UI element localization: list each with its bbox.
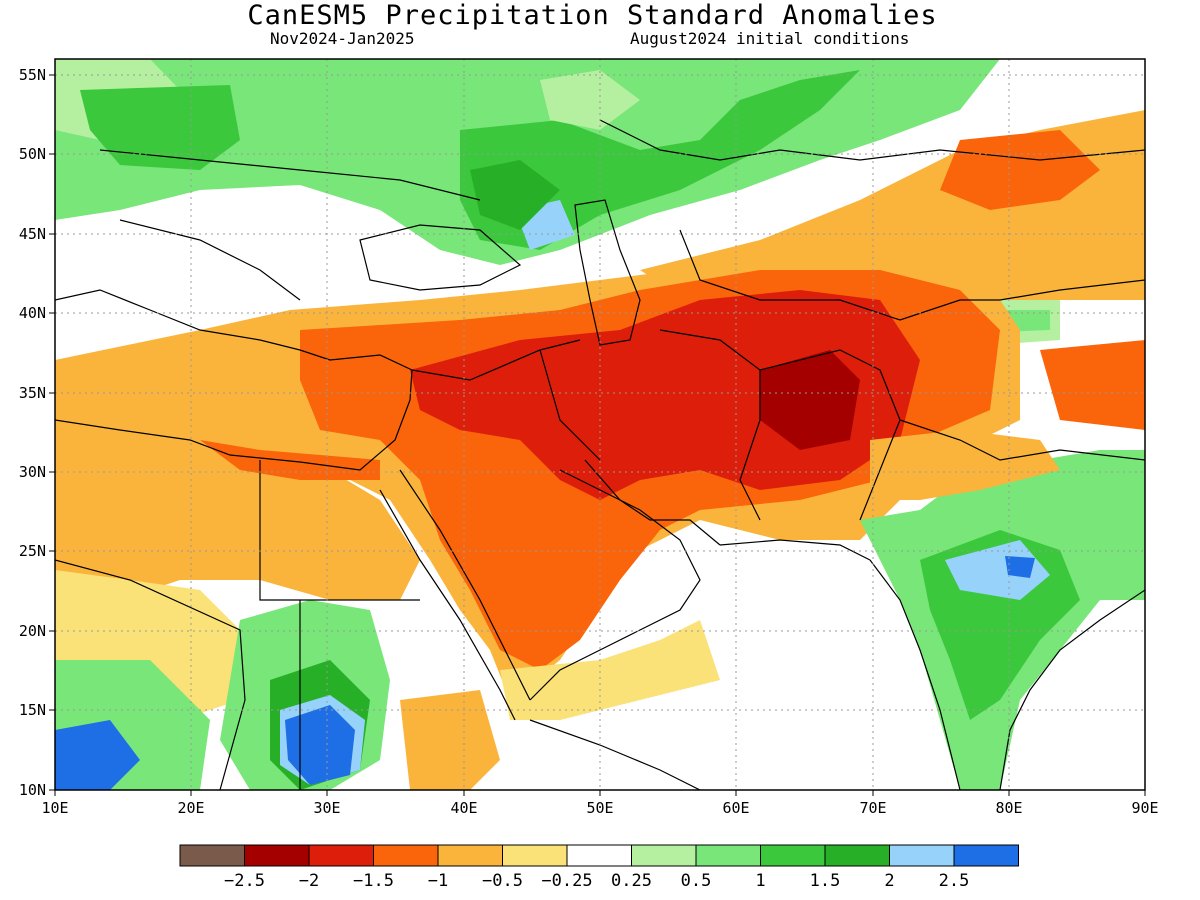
legend-swatch [760, 844, 826, 867]
wet-region-poland [80, 85, 240, 170]
wet-region-india-light [945, 540, 1050, 600]
legend-label: 2.5 [939, 871, 970, 891]
dry-region-tibet [1040, 340, 1145, 430]
legend-swatch [373, 844, 439, 867]
lat-label: 15N [19, 701, 46, 719]
legend-swatch [953, 844, 1019, 867]
lat-label: 55N [19, 66, 46, 84]
initial-conditions: August2024 initial conditions [630, 29, 910, 48]
legend-label: 1.5 [810, 871, 841, 891]
legend-swatch [631, 844, 697, 867]
legend-label: 1 [755, 871, 765, 891]
legend-label: −2.5 [224, 871, 265, 891]
color-legend-labels: −2.5 −2 −1.5 −1 −0.5 −0.25 0.25 0.5 1 1.5 2 2.5 [224, 871, 969, 891]
dry-region-mongolia [940, 130, 1100, 210]
legend-swatch [244, 844, 310, 867]
lon-label: 50E [586, 799, 613, 817]
legend-label: 0.5 [681, 871, 712, 891]
dry-region-afghanistan [760, 350, 860, 450]
legend-swatch [308, 844, 374, 867]
lat-label: 10N [19, 781, 46, 799]
forecast-period: Nov2024-Jan2025 [270, 29, 415, 48]
dry-region-yemen [500, 620, 720, 720]
lon-label: 20E [177, 799, 204, 817]
legend-swatch [502, 844, 568, 867]
legend-label: −1.5 [353, 871, 394, 891]
dry-region-libya [200, 440, 380, 480]
lon-label: 90E [1131, 799, 1158, 817]
legend-label: 2 [884, 871, 894, 891]
lat-label: 35N [19, 384, 46, 402]
lat-label: 45N [19, 225, 46, 243]
wet-region-india-max [1005, 556, 1035, 578]
dry-region-ethiopia [400, 690, 500, 790]
lon-label: 80E [995, 799, 1022, 817]
lat-label: 30N [19, 463, 46, 481]
legend-swatch [179, 844, 245, 867]
legend-swatch [695, 844, 761, 867]
legend-label: −1 [428, 871, 448, 891]
legend-swatch [889, 844, 955, 867]
wet-region-volga-core [470, 160, 560, 230]
lat-label: 25N [19, 542, 46, 560]
lon-label: 70E [859, 799, 886, 817]
legend-swatch [566, 844, 632, 867]
wet-region-ukraine [540, 70, 640, 130]
lon-label: 40E [450, 799, 477, 817]
legend-label: −0.5 [482, 871, 523, 891]
lat-label: 50N [19, 145, 46, 163]
dry-region-iran-iraq [410, 290, 920, 500]
latitude-axis: 55N 50N 45N 40N 35N 30N 25N 20N 15N 10N [19, 66, 55, 799]
chart-title: CanESM5 Precipitation Standard Anomalies [247, 0, 938, 31]
graticule [55, 59, 1145, 790]
lon-label: 30E [313, 799, 340, 817]
anomaly-field [55, 59, 1145, 790]
legend-label: −0.25 [541, 871, 592, 891]
lon-label: 60E [722, 799, 749, 817]
lat-label: 40N [19, 304, 46, 322]
dry-region-north-india [870, 430, 1060, 500]
legend-label: 0.25 [611, 871, 652, 891]
coastlines [55, 119, 1145, 790]
legend-swatch [437, 844, 503, 867]
legend-label: −2 [299, 871, 319, 891]
legend-swatch [824, 844, 890, 867]
lat-label: 20N [19, 622, 46, 640]
wet-region-sudan-max [285, 705, 355, 785]
lon-label: 10E [41, 799, 68, 817]
wet-region-lake-chad [55, 720, 140, 790]
color-legend [179, 844, 1019, 867]
longitude-axis: 10E 20E 30E 40E 50E 60E 70E 80E 90E [41, 790, 1159, 817]
